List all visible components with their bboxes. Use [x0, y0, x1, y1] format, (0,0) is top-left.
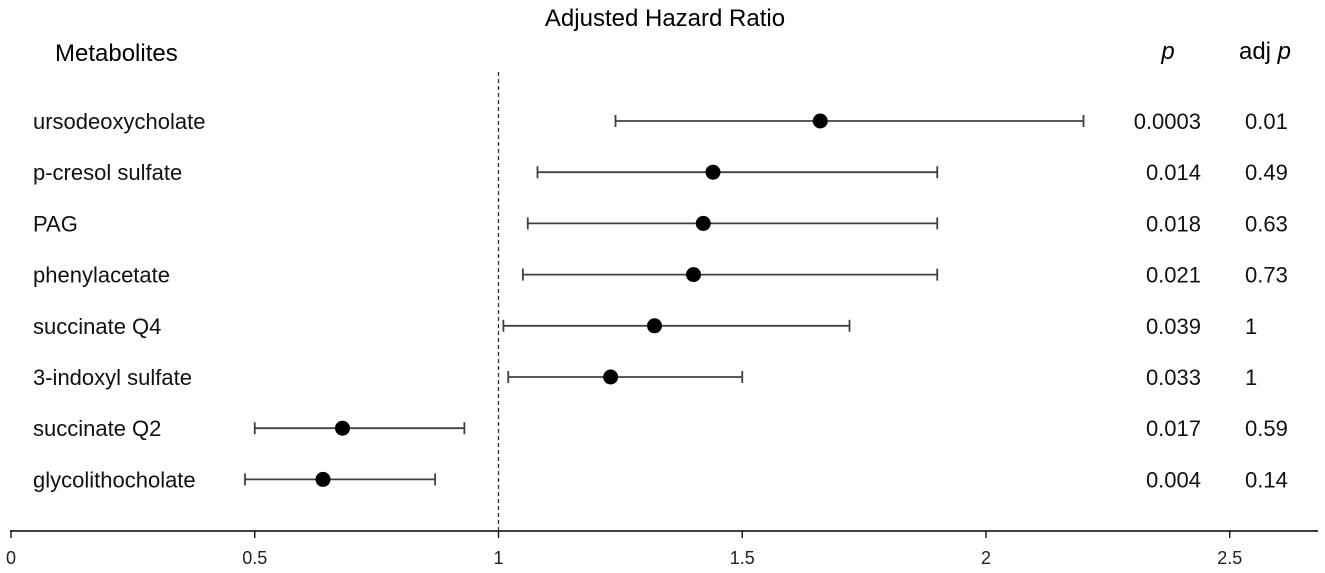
row-label: succinate Q4: [33, 314, 161, 339]
p-value: 0.014: [1146, 160, 1201, 185]
x-tick-label: 1.5: [730, 548, 755, 568]
adj-p-value: 0.49: [1245, 160, 1288, 185]
chart-title: Adjusted Hazard Ratio: [545, 5, 785, 32]
x-tick-label: 2: [981, 548, 991, 568]
adj-p-header-prefix: adj: [1239, 38, 1278, 65]
p-header: p: [1160, 38, 1174, 65]
adj-p-header-italic: p: [1277, 38, 1291, 65]
hr-point: [686, 267, 701, 283]
adj-p-value: 0.73: [1245, 263, 1288, 288]
adj-p-value: 1: [1245, 365, 1257, 390]
row-label: glycolithocholate: [33, 467, 196, 492]
row-label: 3-indoxyl sulfate: [33, 365, 192, 390]
metabolites-header: Metabolites: [55, 40, 178, 67]
row-label: PAG: [33, 211, 78, 236]
x-tick-label: 0.5: [242, 548, 267, 568]
p-value: 0.004: [1146, 467, 1201, 492]
forest-row: ursodeoxycholate 0.0003 0.01: [33, 109, 1288, 134]
adj-p-value: 0.01: [1245, 109, 1288, 134]
hr-point: [335, 420, 350, 436]
forest-row: 3-indoxyl sulfate 0.033 1: [33, 365, 1257, 390]
p-value: 0.033: [1146, 365, 1201, 390]
x-tick-label: 2.5: [1217, 548, 1242, 568]
x-tick-label: 1: [493, 548, 503, 568]
p-value: 0.018: [1146, 211, 1201, 236]
adj-p-value: 0.59: [1245, 416, 1288, 441]
hr-point: [315, 471, 331, 487]
p-value: 0.021: [1146, 263, 1201, 288]
forest-row: phenylacetate 0.021 0.73: [33, 263, 1288, 288]
row-label: ursodeoxycholate: [33, 109, 205, 134]
forest-row: succinate Q4 0.039 1: [33, 314, 1257, 339]
hr-point: [695, 215, 711, 231]
row-label: phenylacetate: [33, 263, 170, 288]
forest-row: PAG 0.018 0.63: [33, 211, 1288, 236]
adj-p-value: 0.63: [1245, 211, 1288, 236]
p-value: 0.017: [1146, 416, 1201, 441]
x-tick-label: 0: [6, 548, 16, 568]
x-axis-ticks: 0 0.5 1 1.5 2 2.5: [6, 531, 1242, 568]
adj-p-header: adj p: [1239, 38, 1291, 65]
p-value: 0.0003: [1134, 109, 1201, 134]
forest-rows: ursodeoxycholate 0.0003 0.01 p-cresol sulfa…: [33, 109, 1288, 492]
p-value: 0.039: [1146, 314, 1201, 339]
hr-point: [705, 164, 721, 180]
forest-row: glycolithocholate 0.004 0.14: [33, 467, 1288, 492]
adj-p-value: 1: [1245, 314, 1257, 339]
row-label: p-cresol sulfate: [33, 160, 182, 185]
forest-row: p-cresol sulfate 0.014 0.49: [33, 160, 1288, 185]
row-label: succinate Q2: [33, 416, 161, 441]
hr-point: [647, 318, 662, 334]
forest-row: succinate Q2 0.017 0.59: [33, 416, 1288, 441]
hr-point: [812, 113, 828, 129]
hr-point: [603, 369, 619, 385]
adj-p-value: 0.14: [1245, 467, 1288, 492]
